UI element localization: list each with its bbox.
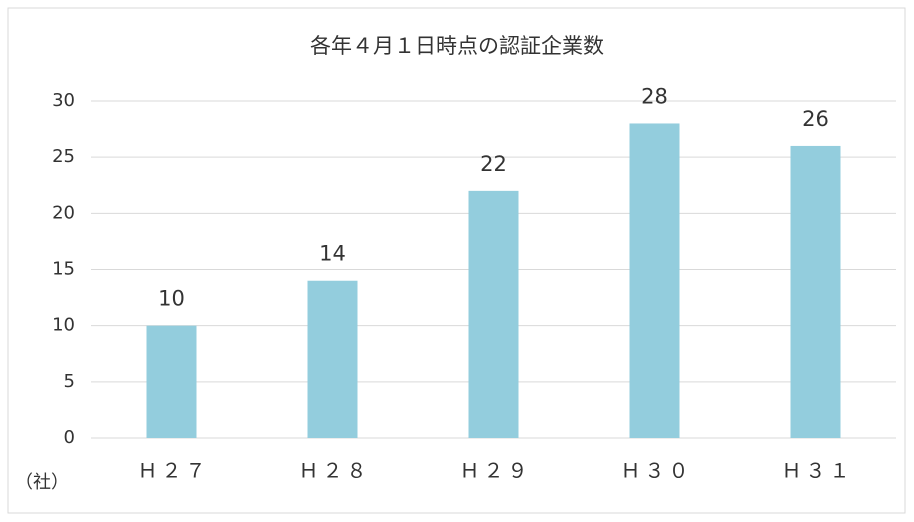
x-tick-label: Ｈ２８ [299, 459, 371, 483]
x-tick-label: Ｈ２９ [460, 459, 532, 483]
bar [468, 190, 519, 438]
bar [790, 145, 841, 438]
data-label: 22 [480, 152, 507, 176]
data-label: 14 [319, 242, 346, 266]
y-tick-label: 5 [64, 371, 75, 392]
x-tick-label: Ｈ３０ [621, 459, 693, 483]
y-tick-label: 15 [52, 259, 75, 280]
y-tick-label: 25 [52, 146, 75, 167]
y-tick-label: 30 [52, 90, 75, 111]
bar [307, 280, 358, 438]
x-tick-label: Ｈ３１ [782, 459, 854, 483]
y-tick-label: 0 [64, 427, 75, 448]
y-tick-label: 20 [52, 202, 75, 223]
data-label: 28 [641, 84, 668, 108]
data-label: 10 [158, 287, 185, 311]
chart-title: 各年４月１日時点の認証企業数 [310, 34, 604, 58]
x-tick-label: Ｈ２７ [138, 459, 210, 483]
chart-border [7, 7, 906, 514]
bar [146, 325, 197, 438]
y-axis-label: （社） [15, 472, 69, 493]
bar [629, 123, 680, 438]
y-tick-label: 10 [52, 315, 75, 336]
data-label: 26 [802, 107, 829, 131]
